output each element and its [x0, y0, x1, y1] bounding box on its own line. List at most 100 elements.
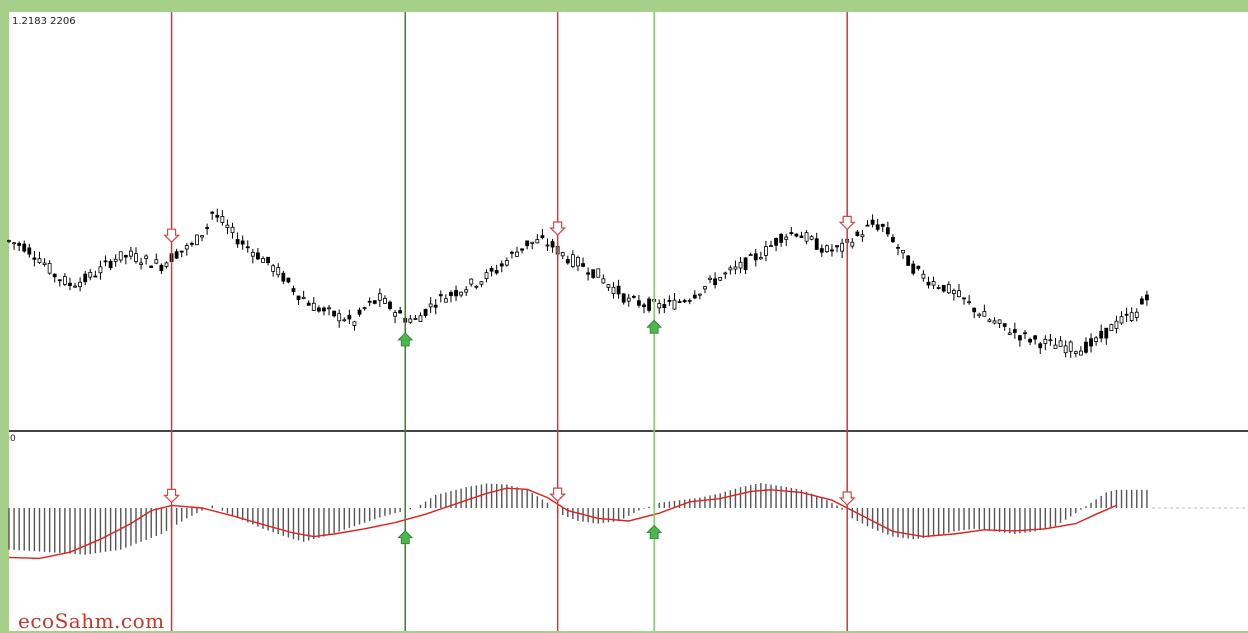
candle: [718, 276, 723, 282]
candle: [799, 231, 804, 238]
candle: [1109, 323, 1114, 332]
candle: [398, 306, 403, 314]
candle: [738, 257, 743, 274]
candle: [459, 291, 464, 298]
candle: [311, 297, 316, 311]
candle: [1012, 322, 1017, 339]
candle: [992, 317, 997, 325]
candle: [220, 210, 225, 226]
candle: [601, 274, 606, 284]
candle: [586, 267, 591, 281]
candle: [687, 298, 692, 305]
candle: [875, 218, 880, 232]
candle: [22, 240, 27, 253]
candle: [337, 309, 342, 328]
candle: [357, 307, 362, 317]
candle: [27, 243, 32, 258]
candle: [819, 244, 824, 257]
candle: [499, 260, 504, 273]
candle: [47, 260, 52, 275]
candle: [713, 272, 718, 289]
candle: [118, 251, 123, 263]
candle: [504, 257, 509, 267]
candle: [342, 317, 347, 322]
candle: [1134, 308, 1139, 322]
candle: [245, 240, 250, 253]
candle: [682, 298, 687, 303]
candle: [931, 276, 936, 290]
candle: [1018, 334, 1022, 347]
candle: [301, 290, 306, 300]
chart-panel-background: [9, 12, 1248, 631]
candle: [774, 237, 778, 252]
candle: [210, 211, 215, 220]
candle: [352, 320, 357, 331]
candle: [1078, 346, 1083, 356]
candle: [129, 246, 133, 260]
candle: [926, 276, 931, 289]
candle: [565, 255, 570, 265]
candle: [576, 255, 580, 272]
oscillator-scale-label: 0: [10, 434, 16, 444]
candle: [1104, 327, 1109, 345]
candle: [68, 277, 72, 291]
candle: [383, 295, 387, 305]
candle: [306, 300, 311, 306]
candle: [205, 223, 210, 235]
candle: [78, 277, 83, 292]
candle: [672, 293, 677, 310]
candle: [327, 305, 331, 316]
buy-arrow-icon: [397, 530, 414, 545]
candle: [322, 306, 326, 316]
candle: [657, 299, 662, 314]
candle: [962, 297, 966, 305]
candle: [647, 296, 651, 313]
candle: [540, 228, 545, 240]
candle: [1028, 337, 1032, 346]
candle: [230, 222, 235, 239]
candle: [723, 271, 728, 279]
candle: [42, 258, 47, 267]
sell-arrow-icon: [838, 491, 856, 506]
candle: [57, 279, 62, 287]
candle: [530, 241, 535, 250]
candle: [433, 299, 438, 315]
candle: [870, 214, 875, 228]
candle: [1053, 337, 1058, 349]
candle: [835, 244, 839, 253]
candle: [235, 232, 240, 248]
candle: [642, 302, 646, 314]
candle: [1099, 324, 1104, 343]
candle: [1094, 336, 1099, 346]
candle: [37, 251, 42, 264]
candle: [73, 282, 77, 288]
candle: [784, 233, 789, 246]
candle: [860, 230, 865, 242]
candle: [286, 277, 291, 284]
candle: [545, 238, 550, 251]
candle: [824, 244, 829, 253]
candle: [123, 254, 128, 265]
candle: [12, 242, 16, 250]
candle: [570, 250, 575, 269]
candle: [855, 229, 860, 237]
candle: [520, 248, 524, 254]
candle: [581, 257, 585, 268]
candle: [62, 273, 67, 287]
candle: [626, 293, 631, 307]
candle: [413, 314, 418, 321]
candle: [896, 243, 900, 256]
candle: [7, 239, 11, 244]
candle: [982, 304, 987, 317]
candle: [108, 259, 113, 271]
candle: [418, 312, 423, 322]
candle: [179, 250, 184, 258]
candle: [1068, 340, 1073, 358]
candle: [535, 234, 540, 244]
candle: [316, 305, 321, 313]
candle: [936, 284, 941, 290]
candle: [256, 248, 260, 261]
candle: [779, 232, 784, 247]
candle: [840, 238, 845, 259]
candle: [149, 265, 154, 268]
